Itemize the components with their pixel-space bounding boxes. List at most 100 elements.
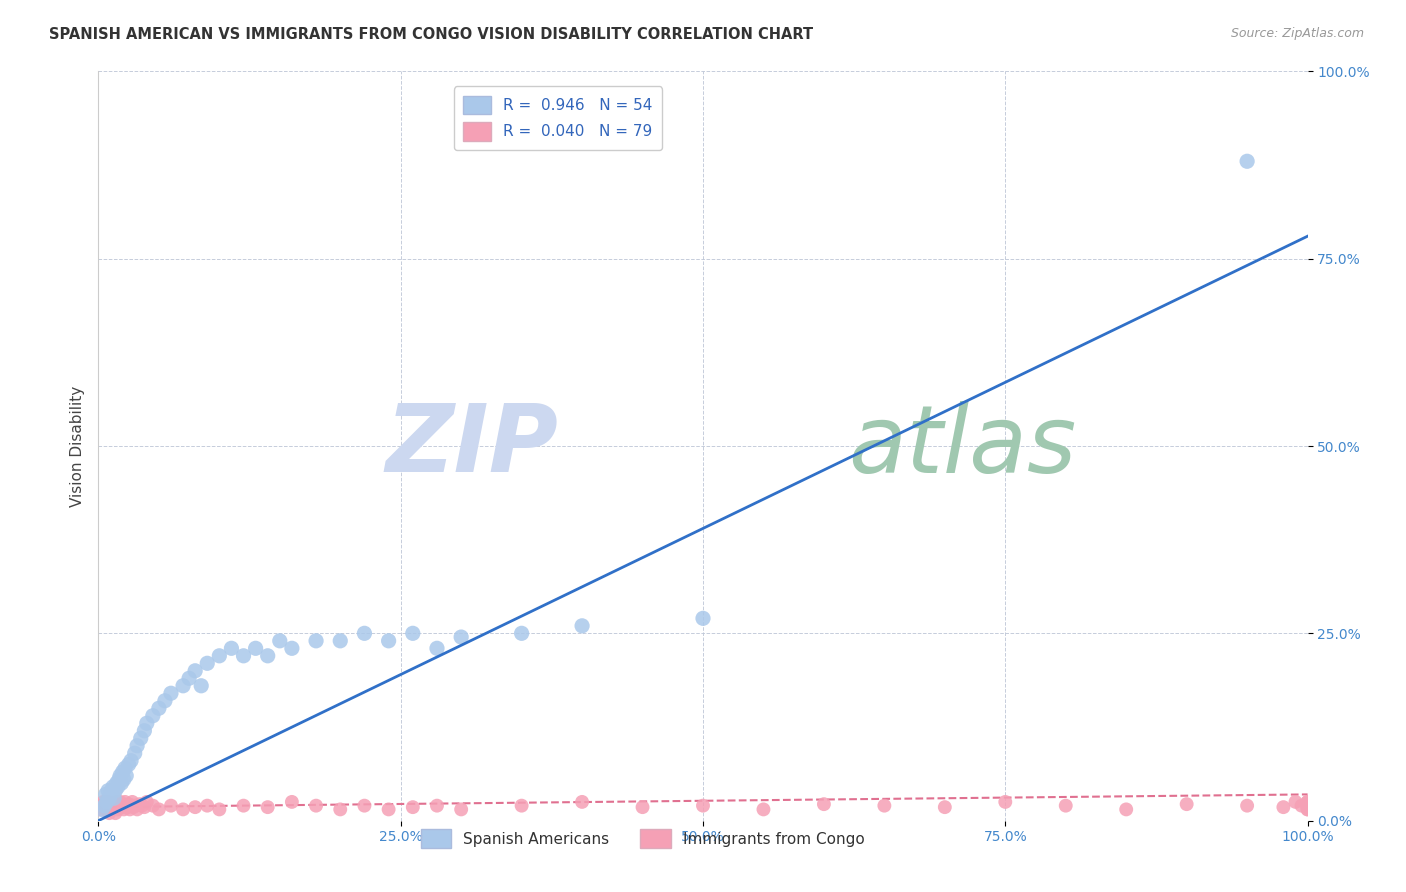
Point [135,716,157,731]
Point [129,731,152,746]
Point [631,800,654,814]
Point [232,798,254,813]
Point [96,795,118,809]
Point [120,754,142,768]
Point [108,769,131,783]
Point [269,633,291,648]
Point [813,797,835,812]
Point [1296,798,1319,813]
Point [100,802,122,816]
Point [100,798,122,813]
Point [111,764,134,779]
Point [1296,795,1319,809]
Point [1236,154,1258,169]
Text: SPANISH AMERICAN VS IMMIGRANTS FROM CONGO VISION DISABILITY CORRELATION CHART: SPANISH AMERICAN VS IMMIGRANTS FROM CONG… [49,27,813,42]
Point [160,686,183,700]
Point [256,648,278,663]
Point [118,802,141,816]
Point [179,671,201,685]
Point [100,788,122,802]
Point [91,795,114,809]
Point [1115,802,1137,816]
Point [1296,797,1319,812]
Point [208,802,231,816]
Point [1296,798,1319,813]
Point [1296,798,1319,813]
Point [1296,802,1319,816]
Point [1175,797,1198,812]
Point [402,800,425,814]
Point [112,802,135,816]
Point [105,776,128,790]
Point [1296,800,1319,814]
Point [426,798,449,813]
Point [118,797,141,812]
Text: Source: ZipAtlas.com: Source: ZipAtlas.com [1230,27,1364,40]
Point [305,798,328,813]
Point [1296,802,1319,816]
Point [114,795,136,809]
Point [101,780,124,794]
Point [510,626,533,640]
Point [426,641,449,656]
Point [172,802,194,816]
Text: ZIP: ZIP [385,400,558,492]
Point [131,798,153,813]
Point [94,798,117,813]
Point [111,798,134,813]
Point [121,795,143,809]
Point [98,791,121,805]
Point [1284,795,1306,809]
Point [571,795,593,809]
Point [160,798,183,813]
Point [107,780,129,794]
Point [329,802,352,816]
Point [752,802,775,816]
Point [98,806,121,821]
Point [93,798,115,813]
Point [994,795,1017,809]
Point [153,694,176,708]
Point [108,798,131,813]
Point [91,802,114,816]
Point [134,800,156,814]
Point [142,708,165,723]
Point [89,802,111,816]
Point [450,630,472,644]
Point [110,800,132,814]
Point [184,800,207,814]
Point [128,797,150,812]
Point [190,679,212,693]
Point [1236,798,1258,813]
Point [104,783,127,797]
Point [329,633,352,648]
Point [195,657,218,671]
Point [112,772,135,787]
Point [208,648,231,663]
Point [377,633,399,648]
Point [571,619,593,633]
Point [100,783,122,797]
Point [96,802,118,816]
Point [120,798,142,813]
Point [1296,797,1319,812]
Point [873,798,896,813]
Point [402,626,425,640]
Point [114,761,136,775]
Point [97,795,120,809]
Point [117,800,139,814]
Point [256,800,278,814]
Point [103,791,125,805]
Point [1296,795,1319,809]
Point [97,783,120,797]
Point [127,739,149,753]
Point [221,641,243,656]
Legend: Spanish Americans, Immigrants from Congo: Spanish Americans, Immigrants from Congo [415,823,870,855]
Point [105,795,128,809]
Point [93,800,115,814]
Point [353,798,375,813]
Point [142,798,165,813]
Point [353,626,375,640]
Point [118,757,141,772]
Point [91,802,114,816]
